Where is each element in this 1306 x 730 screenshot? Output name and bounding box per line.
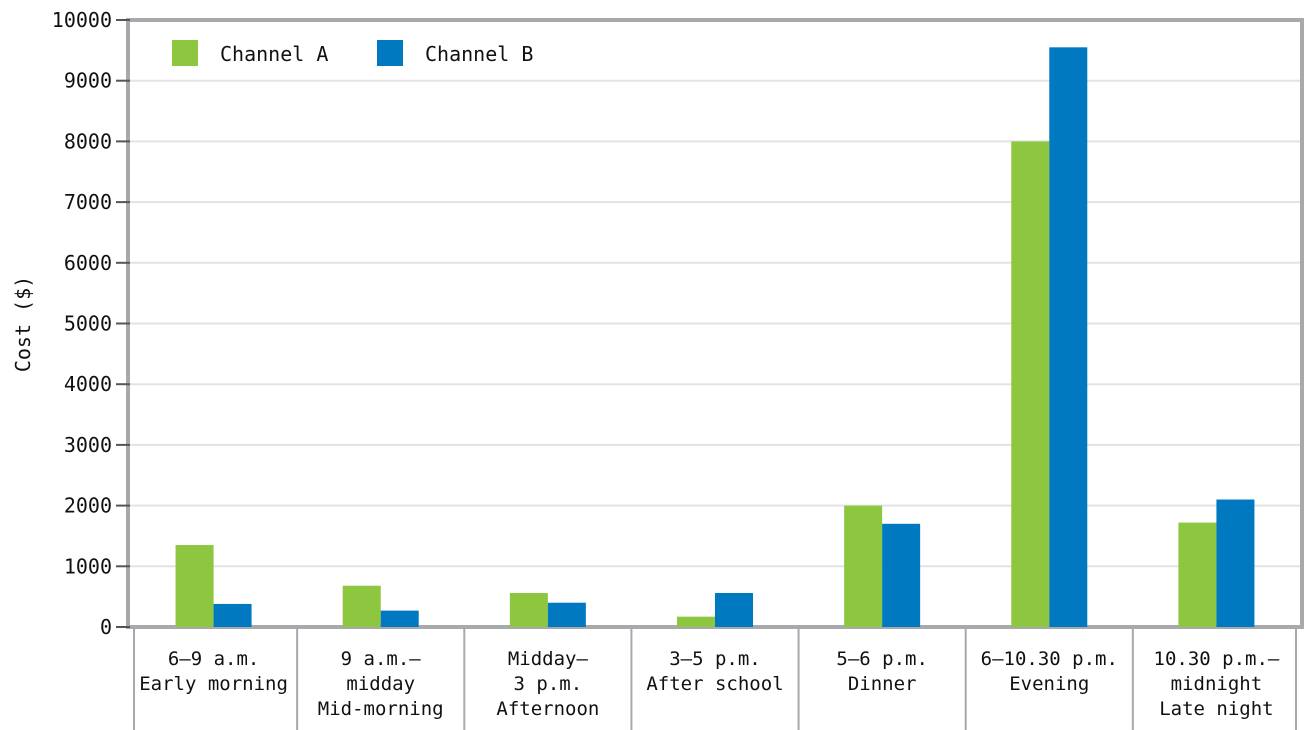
x-category-label: 9 a.m.–: [341, 648, 422, 670]
x-category-label: 5–6 p.m.: [836, 648, 928, 670]
y-tick-label: 8000: [64, 129, 112, 153]
y-tick-label: 3000: [64, 433, 112, 457]
y-tick-label: 2000: [64, 494, 112, 518]
legend-label: Channel B: [425, 42, 533, 66]
legend-swatch: [172, 40, 198, 66]
x-category-label: 6–10.30 p.m.: [981, 648, 1118, 670]
legend-swatch: [377, 40, 403, 66]
bar-channel-b: [547, 602, 586, 627]
y-tick-label: 1000: [64, 554, 112, 578]
bar-channel-b: [380, 610, 419, 627]
legend: Channel A Channel B: [172, 40, 533, 66]
x-category-label: Dinner: [848, 673, 917, 695]
bar-channel-a: [1178, 522, 1217, 627]
y-tick-label: 9000: [64, 69, 112, 93]
y-tick-label: 7000: [64, 190, 112, 214]
bar-channel-b: [1216, 499, 1255, 627]
bar-channel-a: [342, 585, 381, 627]
bar-channel-a: [1011, 141, 1050, 627]
x-category-label: midnight: [1171, 673, 1263, 695]
x-category-label: Afternoon: [496, 698, 599, 720]
x-category-label: Early morning: [139, 673, 288, 695]
y-axis: 0 1000 2000 3000 4000 5000 6000 7000 8000 9000 100…: [52, 8, 130, 639]
x-category-label: Late night: [1159, 698, 1273, 720]
x-category-label: Mid-morning: [318, 698, 444, 720]
y-tick-label: 0: [100, 615, 112, 639]
y-tick-label: 10000: [52, 8, 112, 32]
bar-channel-b: [715, 593, 753, 627]
x-category-label: After school: [646, 673, 783, 695]
bar-channel-a: [677, 616, 715, 627]
bar-channel-b: [213, 603, 252, 627]
legend-label: Channel A: [220, 42, 328, 66]
y-tick-label: 6000: [64, 251, 112, 275]
x-category-label: 6–9 a.m.: [168, 648, 260, 670]
x-axis: 6–9 a.m. Early morning 9 a.m.– midday Mid-mo…: [133, 627, 1297, 730]
gridlines: [130, 79, 1300, 568]
bar-channel-b: [882, 523, 921, 627]
y-tick-label: 5000: [64, 312, 112, 336]
bars: [175, 47, 1255, 627]
y-axis-title: Cost ($): [11, 276, 35, 372]
bar-channel-b: [1049, 47, 1088, 627]
bar-channel-a: [175, 545, 214, 627]
x-category-label: Evening: [1009, 673, 1089, 695]
y-tick-label: 4000: [64, 372, 112, 396]
bar-channel-a: [844, 505, 883, 627]
bar-channel-a: [509, 593, 548, 627]
x-category-label: 3–5 p.m.: [669, 648, 761, 670]
x-category-label: 3 p.m.: [514, 673, 583, 695]
x-category-label: Midday–: [508, 648, 589, 670]
x-category-label: 10.30 p.m.–: [1154, 648, 1280, 670]
x-category-label: midday: [346, 673, 415, 695]
